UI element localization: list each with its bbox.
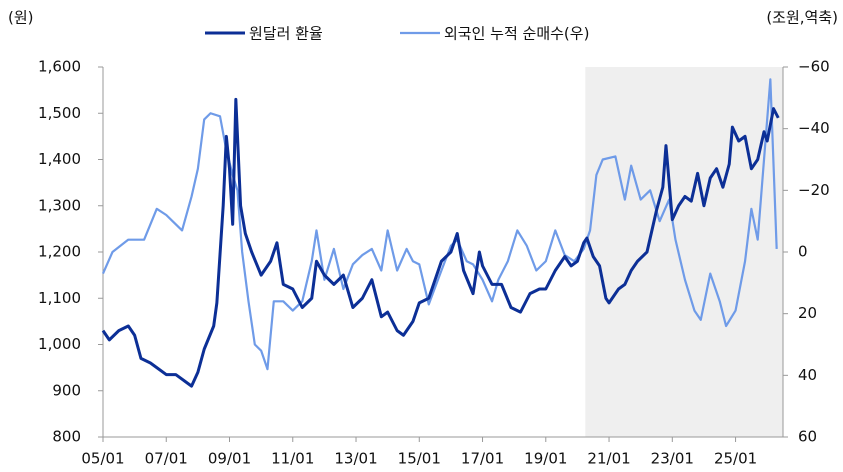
y-tick-label: 1,500 — [38, 104, 81, 122]
x-tick-label: 19/01 — [524, 450, 567, 468]
legend-label: 외국인 누적 순매수(우) — [444, 25, 589, 43]
y-tick-label: 1,200 — [38, 243, 81, 261]
y2-tick-label: 60 — [798, 428, 817, 446]
y2-tick-label: 0 — [798, 243, 808, 261]
y2-tick-label: 40 — [798, 366, 817, 384]
y-tick-label: 1,400 — [38, 150, 81, 168]
x-tick-label: 23/01 — [651, 450, 694, 468]
y-tick-label: 800 — [52, 428, 81, 446]
x-tick-label: 13/01 — [334, 450, 377, 468]
y-tick-label: 1,300 — [38, 196, 81, 214]
y2-tick-label: −60 — [798, 58, 830, 76]
highlight-region — [585, 67, 783, 437]
x-tick-label: 07/01 — [145, 450, 188, 468]
legend-label: 원달러 환율 — [249, 25, 323, 43]
y-axis-label: (원) — [8, 9, 34, 27]
y-tick-label: 1,600 — [38, 58, 81, 76]
y2-axis-label: (조원,역축) — [766, 9, 838, 27]
y2-tick-label: −40 — [798, 119, 830, 137]
x-tick-label: 15/01 — [398, 450, 441, 468]
x-tick-label: 09/01 — [208, 450, 251, 468]
x-tick-label: 05/01 — [81, 450, 124, 468]
y-tick-label: 1,000 — [38, 335, 81, 353]
x-tick-label: 17/01 — [461, 450, 504, 468]
x-tick-label: 11/01 — [271, 450, 314, 468]
x-tick-label: 21/01 — [587, 450, 630, 468]
series-line — [101, 97, 780, 388]
y-tick-label: 900 — [52, 381, 81, 399]
y2-tick-label: −20 — [798, 181, 830, 199]
y2-tick-label: 20 — [798, 304, 817, 322]
y-tick-label: 1,100 — [38, 289, 81, 307]
x-tick-label: 25/01 — [714, 450, 757, 468]
